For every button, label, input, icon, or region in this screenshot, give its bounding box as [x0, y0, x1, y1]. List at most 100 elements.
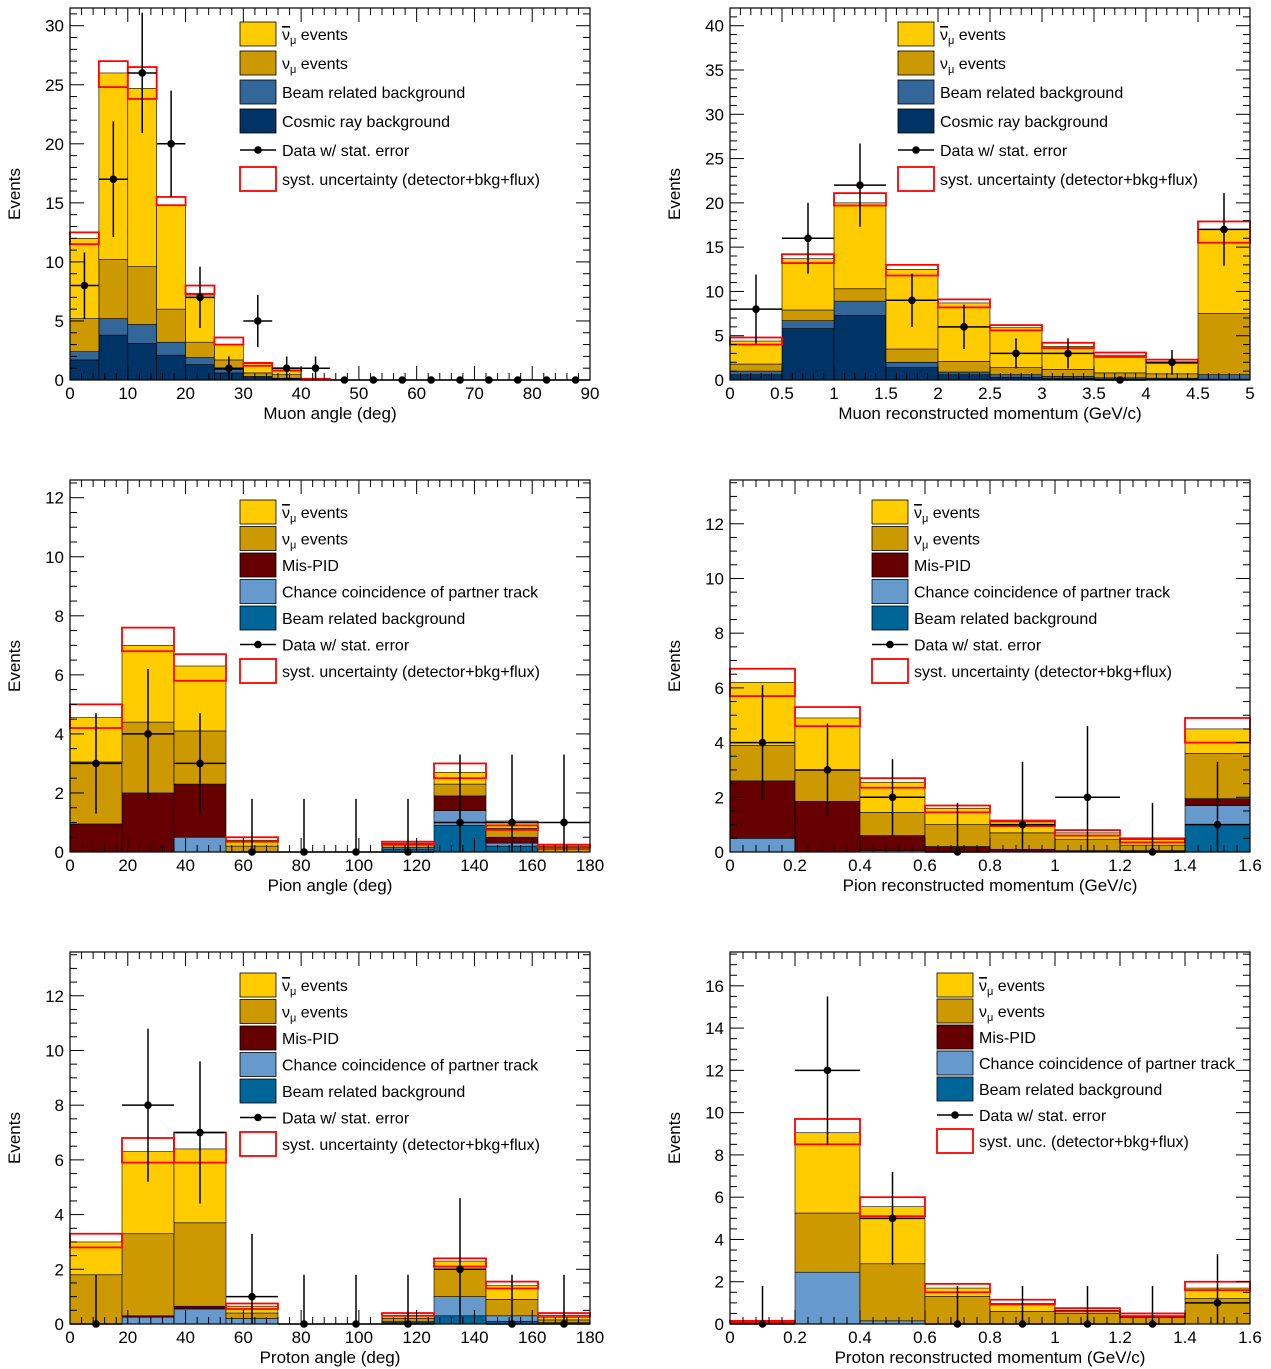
data-marker — [144, 730, 152, 738]
legend-entry: Beam related background — [239, 79, 465, 105]
bar-cosmic — [781, 328, 835, 381]
legend-swatch — [897, 108, 935, 134]
y-tick-label: 30 — [45, 17, 64, 36]
bar-mispid — [69, 823, 123, 853]
bar-mispid — [121, 792, 175, 853]
data-point — [434, 754, 486, 852]
x-tick-label: 0 — [725, 384, 734, 403]
bar-numu — [121, 1233, 175, 1317]
data-point — [174, 1061, 226, 1204]
legend-entry: Data w/ stat. error — [240, 638, 410, 655]
data-point — [434, 1198, 486, 1324]
data-marker — [1012, 349, 1020, 358]
bar-mispid — [173, 1305, 227, 1310]
syst-box — [242, 361, 274, 367]
data-marker — [144, 1101, 152, 1109]
legend-entry: νμ events — [239, 999, 348, 1025]
data-marker — [456, 818, 464, 827]
panel-pion-angle: 0 20 40 60 80 100 120 140 160 180 0 2 4 6 8 10 12 Pion an… — [5, 479, 604, 895]
data-marker — [856, 181, 864, 189]
legend-label: Mis-PID — [979, 1030, 1036, 1047]
legend-entry: Cosmic ray background — [897, 108, 1108, 134]
legend-label: Data w/ stat. error — [914, 638, 1042, 655]
legend-entry: Cosmic ray background — [239, 108, 450, 134]
legend-entry: Mis-PID — [871, 552, 971, 578]
legend-swatch — [936, 972, 974, 998]
legend-entry: syst. uncertainty (detector+bkg+flux) — [871, 658, 1172, 684]
legend-label: Beam related background — [914, 611, 1097, 628]
y-tick-label: 4 — [715, 734, 724, 753]
legend-entry: Data w/ stat. error — [240, 143, 410, 160]
legend-label: νμ events — [940, 56, 1006, 76]
data-marker — [804, 234, 812, 243]
bar-numu — [173, 1222, 227, 1307]
legend-label: νμ events — [940, 27, 1006, 47]
data-marker — [1083, 793, 1092, 802]
bar-numu — [794, 1212, 861, 1273]
y-tick-label: 4 — [715, 1230, 724, 1249]
legend-swatch — [239, 1052, 277, 1077]
legend: νμ events νμ events Mis-PID Chance coincide… — [239, 499, 540, 684]
y-tick-label: 10 — [705, 282, 724, 301]
data-marker — [823, 766, 832, 774]
legend-swatch — [239, 108, 277, 134]
bar-antinumu — [794, 1132, 861, 1214]
x-tick-label: 2.5 — [978, 384, 1002, 403]
data-point — [834, 143, 886, 227]
data-point — [301, 356, 330, 380]
data-point — [330, 1274, 382, 1328]
x-tick-label: 80 — [292, 856, 311, 875]
bar-numu — [156, 308, 186, 343]
data-point — [860, 1171, 925, 1265]
syst-box — [155, 196, 187, 207]
legend-entry: νμ events — [936, 998, 1045, 1024]
x-tick-label: 0.8 — [978, 856, 1002, 875]
x-tick-label: 60 — [234, 856, 253, 875]
legend-entry: νμ events — [239, 21, 348, 47]
legend-swatch — [239, 999, 277, 1024]
legend-marker — [254, 1113, 262, 1122]
x-tick-label: 180 — [576, 856, 604, 875]
legend-swatch — [239, 79, 277, 105]
x-tick-label: 4.5 — [1186, 384, 1210, 403]
bar-cosmic — [937, 374, 991, 381]
legend-entry: Beam related background — [936, 1076, 1162, 1102]
bar-chance — [121, 1316, 175, 1325]
y-axis-label: Events — [665, 168, 684, 220]
y-tick-label: 2 — [55, 784, 64, 803]
bar-numu — [1197, 313, 1251, 375]
data-point — [278, 798, 330, 856]
legend-entry: Data w/ stat. error — [898, 143, 1068, 160]
legend-marker — [254, 146, 262, 154]
data-marker — [823, 1066, 832, 1075]
y-tick-label: 0 — [55, 1315, 64, 1334]
data-marker — [248, 1292, 256, 1301]
y-tick-label: 0 — [715, 371, 724, 390]
legend-entry: νμ events — [239, 50, 348, 76]
x-tick-label: 0.2 — [783, 1328, 807, 1347]
data-marker — [888, 1214, 897, 1223]
legend-label: syst. uncertainty (detector+bkg+flux) — [914, 664, 1172, 681]
x-tick-label: 1 — [1050, 856, 1059, 875]
x-axis-label: Pion angle (deg) — [268, 876, 393, 895]
data-point — [278, 1274, 330, 1328]
legend-entry: Data w/ stat. error — [937, 1108, 1107, 1125]
data-point — [243, 294, 273, 347]
bar-beam_muon — [185, 357, 215, 365]
x-tick-label: 120 — [402, 856, 430, 875]
legend-swatch — [871, 526, 909, 551]
y-tick-label: 0 — [55, 371, 64, 390]
data-marker — [960, 323, 968, 331]
y-tick-label: 12 — [45, 489, 64, 508]
legend-entry: Mis-PID — [239, 1025, 339, 1051]
x-tick-label: 100 — [345, 1328, 373, 1347]
y-tick-label: 0 — [715, 1315, 724, 1334]
legend-box — [239, 1131, 277, 1157]
panel-muon-angle: 0 10 20 30 40 50 60 70 80 90 0 5 10 15 20 25 30 Muon angl… — [5, 7, 600, 423]
bar-cosmic — [127, 343, 157, 381]
bar-numu — [1041, 369, 1095, 377]
data-marker — [1213, 820, 1222, 829]
data-point — [174, 713, 226, 814]
legend-entry: νμ events — [897, 50, 1006, 76]
x-tick-label: 90 — [581, 384, 600, 403]
